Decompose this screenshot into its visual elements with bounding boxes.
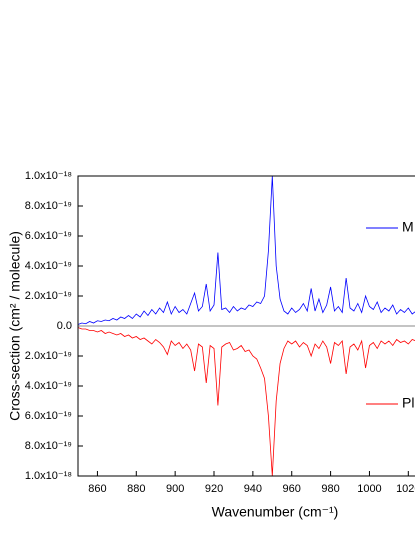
y-tick-label: 1.0x10⁻¹⁸ bbox=[25, 470, 72, 482]
y-tick-label: 2.0x10⁻¹⁹ bbox=[25, 350, 72, 362]
x-tick-label: 960 bbox=[283, 483, 301, 495]
y-tick-label: 6.0x10⁻¹⁹ bbox=[25, 410, 72, 422]
x-tick-label: 1000 bbox=[357, 483, 381, 495]
y-tick-label: 4.0x10⁻¹⁹ bbox=[25, 380, 72, 392]
x-tick-label: 980 bbox=[321, 483, 339, 495]
legend-label: Pl bbox=[402, 395, 414, 411]
spectrum-line bbox=[77, 175, 415, 325]
x-tick-label: 1020 bbox=[396, 483, 415, 495]
y-tick-label: 1.0x10⁻¹⁸ bbox=[25, 170, 72, 182]
x-axis-title: Wavenumber (cm⁻¹) bbox=[212, 504, 339, 520]
y-axis-title: Cross-section (cm² / molecule) bbox=[7, 231, 23, 421]
y-tick-label: 6.0x10⁻¹⁹ bbox=[25, 230, 72, 242]
legend-label: M bbox=[402, 219, 414, 235]
x-tick-label: 880 bbox=[127, 483, 145, 495]
y-tick-label: 2.0x10⁻¹⁹ bbox=[25, 290, 72, 302]
x-tick-label: 860 bbox=[88, 483, 106, 495]
y-tick-label: 8.0x10⁻¹⁹ bbox=[25, 440, 72, 452]
spectrum-line bbox=[77, 327, 415, 477]
x-tick-label: 920 bbox=[205, 483, 223, 495]
x-tick-label: 940 bbox=[244, 483, 262, 495]
plot-frame bbox=[77, 175, 415, 477]
y-tick-label: 4.0x10⁻¹⁹ bbox=[25, 260, 72, 272]
y-tick-label: 8.0x10⁻¹⁹ bbox=[25, 200, 72, 212]
y-tick-label: 0.0 bbox=[57, 320, 72, 332]
x-tick-label: 900 bbox=[166, 483, 184, 495]
